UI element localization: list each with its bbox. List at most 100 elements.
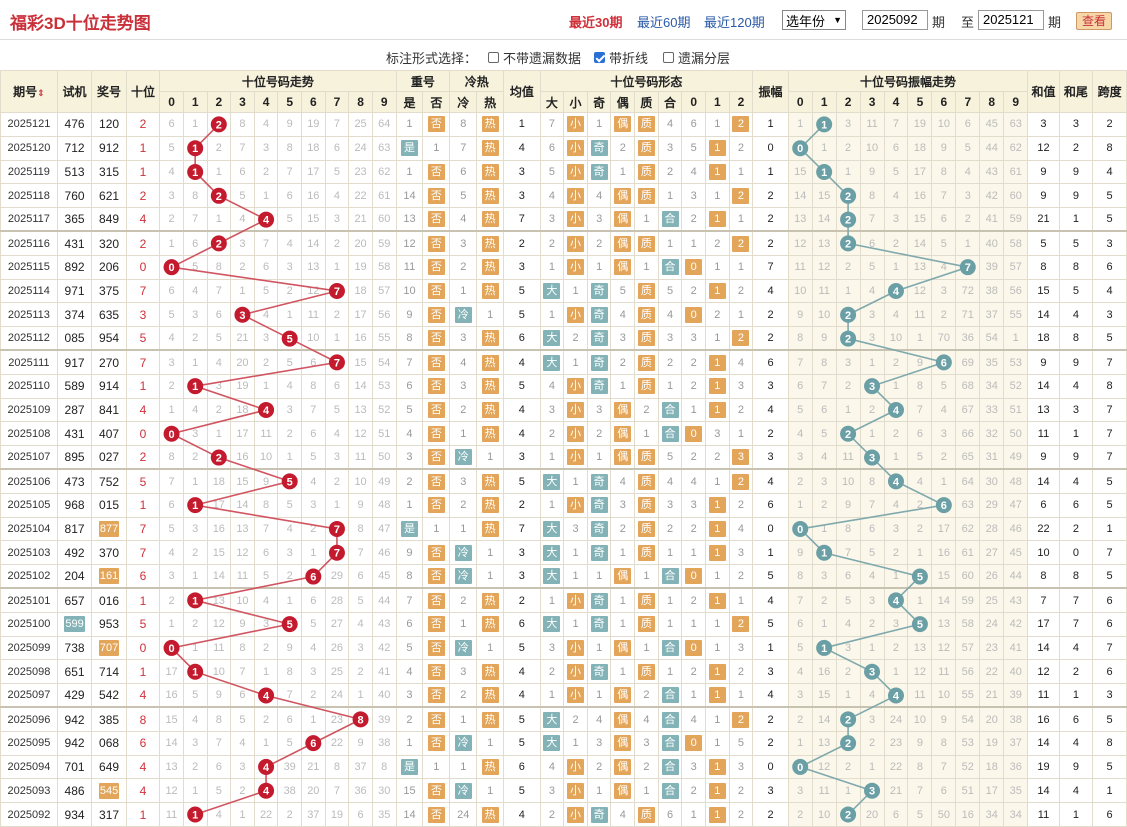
- trend-cell: 5: [324, 397, 350, 423]
- shape-chip: 小: [567, 140, 585, 157]
- shape-cell: 小: [563, 659, 588, 685]
- trend-cell: 6: [348, 802, 373, 827]
- amp-trend-cell: 6: [787, 611, 813, 637]
- amp-trend-cell: 4: [787, 659, 813, 685]
- option-layered[interactable]: 遗漏分层: [663, 48, 730, 67]
- hotcold-cell: 1: [449, 516, 478, 542]
- amp-trend-cell: 3: [811, 564, 837, 589]
- remainder-chip: 1: [708, 687, 726, 704]
- shape-cell: 1: [586, 445, 612, 470]
- checkbox-polyline[interactable]: [594, 52, 605, 63]
- from-period-input[interactable]: 2025092: [862, 10, 928, 30]
- trend-cell: 27: [324, 611, 350, 637]
- amp-trend-cell: 2: [859, 397, 885, 423]
- shape-cell: 1: [563, 611, 588, 637]
- repeat-chip: 否: [427, 663, 445, 680]
- shiji-cell: 085: [56, 326, 93, 351]
- shape-cell: 1: [586, 564, 612, 589]
- hotcold-chip: 热: [481, 711, 499, 728]
- trend-cell: 8: [348, 706, 373, 732]
- shiwei-cell: 1: [125, 492, 161, 518]
- remainder-cell: 1: [704, 730, 730, 756]
- period-cell: 2025103: [0, 540, 58, 566]
- trend-cell: 2: [182, 754, 208, 780]
- option-polyline[interactable]: 带折线: [594, 48, 648, 67]
- shape-cell: 奇: [586, 802, 612, 827]
- trend-cell: 37: [348, 754, 373, 780]
- trend-cell: 29: [324, 564, 350, 589]
- trend-cell: 1: [182, 802, 208, 827]
- span-cell: 3: [1092, 230, 1127, 256]
- trend-cell: 6: [301, 730, 326, 756]
- table-row: 2025099 738 707 0 0 1 11 8 2 9 4 26 3 42 5 否冷 1 5 3 小 1 偶 1 合 0 1…: [0, 635, 1127, 661]
- trend-cell: 19: [348, 254, 373, 280]
- shiwei-cell: 7: [125, 516, 161, 542]
- period-cell: 2025099: [0, 635, 58, 661]
- amp-trend-cell: 1: [859, 349, 885, 375]
- amp-trend-cell: 1: [811, 112, 837, 137]
- shape-cell: 偶: [610, 112, 636, 137]
- trend-cell: 15: [159, 706, 184, 732]
- amp-cell: 3: [752, 778, 789, 804]
- shape-cell: 2: [634, 397, 659, 423]
- table-row: 2025117 365 849 4 2 7 1 4 4 5 15 3 21 60 13 否 4 热 7 3 小 3 偶 1 合 2…: [0, 207, 1127, 232]
- checkbox-no-omission[interactable]: [488, 52, 499, 63]
- trend-cell: 15: [301, 207, 326, 232]
- amp-trend-cell: 14: [811, 706, 837, 732]
- shape-cell: 奇: [586, 373, 612, 399]
- remainder-cell: 1: [704, 373, 730, 399]
- repeat-cell: 6: [395, 373, 424, 399]
- amp-trend-cell: 1: [907, 326, 933, 351]
- trend-cell: 9: [206, 683, 232, 708]
- amp-trend-cell: 8: [931, 730, 957, 756]
- trend-cell: 7: [277, 159, 302, 185]
- trend-cell: 3: [230, 302, 255, 328]
- repeat-chip: 否: [427, 354, 445, 371]
- query-button[interactable]: 查看: [1076, 12, 1112, 30]
- trend-cell: 11: [253, 421, 279, 447]
- repeat-cell: 否: [422, 397, 451, 423]
- avg-cell: 4: [503, 421, 541, 447]
- recent-120-link[interactable]: 最近120期: [704, 15, 765, 30]
- sub-shape-0: 大: [539, 91, 565, 113]
- trend-cell: 6: [324, 373, 350, 399]
- amp-trend-cell: 13: [907, 635, 933, 661]
- amp-trend-cell: 7: [955, 254, 981, 280]
- amp-trend-cell: 15: [787, 159, 813, 185]
- remainder-chip: 1: [708, 520, 726, 537]
- recent-60-link[interactable]: 最近60期: [637, 15, 691, 30]
- hotcold-chip: 热: [481, 354, 499, 371]
- checkbox-layered[interactable]: [663, 52, 674, 63]
- year-select[interactable]: 选年份 ▼: [782, 10, 846, 30]
- trend-cell: 5: [206, 778, 232, 804]
- amp-trend-cell: 2: [835, 754, 861, 780]
- tail-cell: 1: [1058, 207, 1094, 232]
- col-period[interactable]: 期号⇕: [0, 70, 58, 113]
- amp-cell: 1: [752, 112, 789, 137]
- trend-cell: 1: [253, 183, 279, 209]
- trend-cell: 19: [324, 802, 350, 827]
- shape-chip: 偶: [614, 687, 632, 704]
- amp-trend-cell: 1: [883, 254, 909, 280]
- shiwei-cell: 2: [125, 183, 161, 209]
- recent-30-link[interactable]: 最近30期: [569, 15, 623, 30]
- amp-trend-cell: 37: [979, 302, 1005, 328]
- remainder-cell: 2: [728, 778, 754, 804]
- tail-cell: 9: [1058, 159, 1094, 185]
- to-period-input[interactable]: 2025121: [978, 10, 1044, 30]
- trend-cell: 17: [230, 421, 255, 447]
- shape-cell: 1: [586, 683, 612, 708]
- amp-trend-cell: 1: [811, 611, 837, 637]
- amp-trend-cell: 2: [811, 587, 837, 613]
- repeat-cell: 否: [422, 635, 451, 661]
- sort-arrows-icon[interactable]: ⇕: [37, 88, 45, 98]
- option-no-omission[interactable]: 不带遗漏数据: [488, 48, 581, 67]
- amp-trend-cell: 72: [955, 278, 981, 304]
- hotcold-cell: 热: [476, 230, 505, 256]
- repeat-cell: 是: [395, 516, 424, 542]
- sum-cell: 13: [1027, 397, 1060, 423]
- remainder-cell: 1: [704, 397, 730, 423]
- avg-cell: 3: [503, 254, 541, 280]
- amp-trend-cell: 11: [931, 659, 957, 685]
- amp-trend-cell: 16: [955, 802, 981, 827]
